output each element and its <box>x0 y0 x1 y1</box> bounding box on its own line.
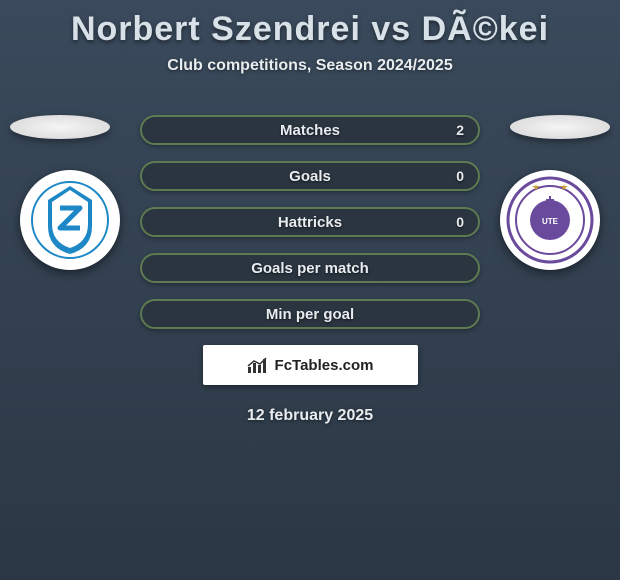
branding-badge[interactable]: FcTables.com <box>203 345 418 385</box>
stat-row-goals: Goals 0 <box>140 161 480 191</box>
stat-label: Matches <box>280 122 340 139</box>
stat-label: Goals <box>289 168 331 185</box>
stat-label: Min per goal <box>266 306 354 323</box>
page-subtitle: Club competitions, Season 2024/2025 <box>0 57 620 75</box>
chart-icon <box>247 356 269 374</box>
comparison-panel: UTE Matches 2 Goals 0 Hattricks 0 Goals … <box>0 115 620 425</box>
ujpest-logo-icon: UTE <box>506 176 594 264</box>
stat-row-hattricks: Hattricks 0 <box>140 207 480 237</box>
stat-row-matches: Matches 2 <box>140 115 480 145</box>
player-badge-left <box>10 115 110 139</box>
club-logo-left <box>20 170 120 270</box>
zte-logo-icon <box>30 180 110 260</box>
stat-row-goals-per-match: Goals per match <box>140 253 480 283</box>
player-badge-right <box>510 115 610 139</box>
club-logo-right: UTE <box>500 170 600 270</box>
stats-list: Matches 2 Goals 0 Hattricks 0 Goals per … <box>140 115 480 329</box>
stat-label: Goals per match <box>251 260 369 277</box>
stat-right-value: 0 <box>456 168 464 184</box>
branding-label: FcTables.com <box>275 357 374 374</box>
svg-text:UTE: UTE <box>542 217 559 226</box>
stat-row-min-per-goal: Min per goal <box>140 299 480 329</box>
stat-right-value: 0 <box>456 214 464 230</box>
stat-right-value: 2 <box>456 122 464 138</box>
stat-label: Hattricks <box>278 214 342 231</box>
date-label: 12 february 2025 <box>0 407 620 425</box>
page-title: Norbert Szendrei vs DÃ©kei <box>0 0 620 49</box>
